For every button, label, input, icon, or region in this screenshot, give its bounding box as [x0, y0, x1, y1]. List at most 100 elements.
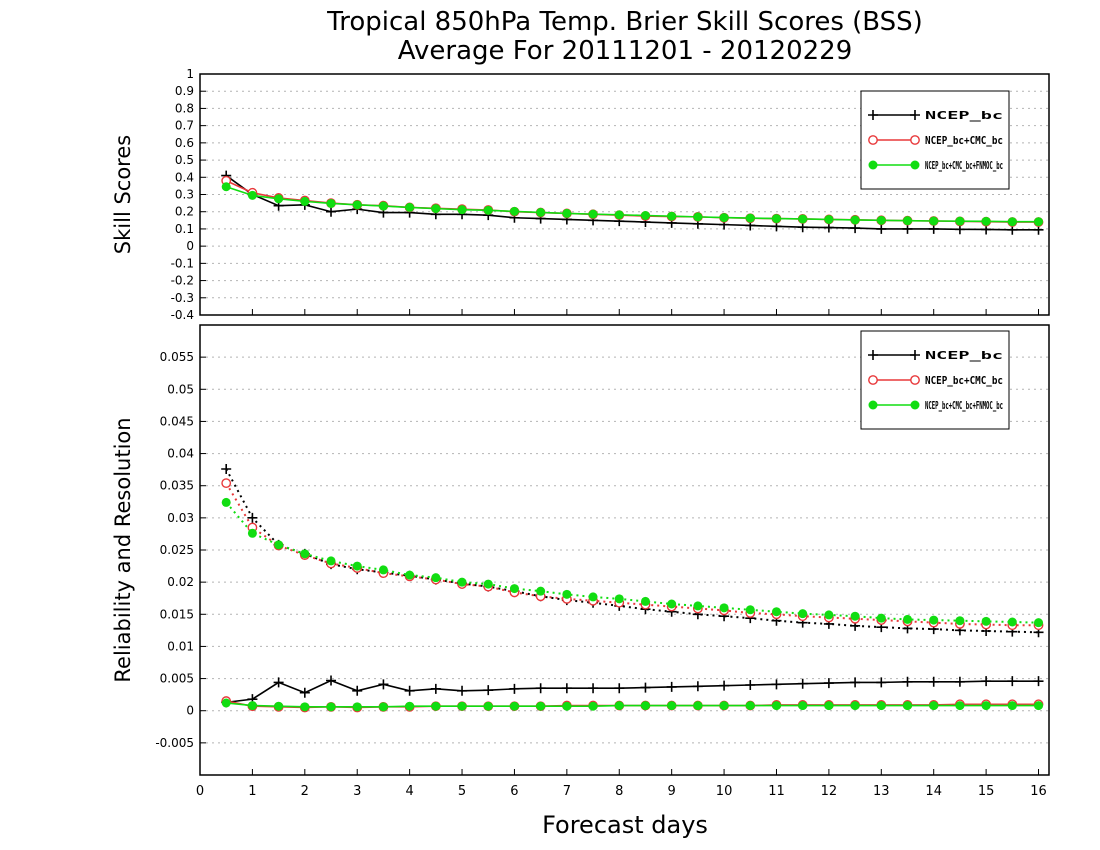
y-tick-label: 0: [186, 704, 194, 718]
series-point: [745, 701, 755, 711]
x-axis-title: Forecast days: [542, 811, 708, 839]
series-point: [457, 205, 467, 215]
series-point: [666, 681, 677, 692]
y-tick-label: 0.5: [175, 153, 194, 167]
series-point: [981, 616, 991, 626]
series-point: [300, 702, 310, 712]
series-point: [903, 701, 912, 711]
series-point: [640, 596, 650, 606]
series-point: [902, 223, 913, 234]
series-point: [614, 701, 624, 711]
series-point: [247, 190, 257, 200]
series-point: [771, 214, 781, 224]
y-tick-label: 0.045: [160, 414, 194, 428]
series-point: [850, 677, 861, 688]
legend-marker: [868, 160, 878, 170]
x-tick-label: 15: [978, 784, 995, 799]
series-point: [326, 675, 337, 686]
series-0: [221, 170, 1044, 235]
series-point: [431, 701, 441, 711]
plot-frame: [199, 73, 1050, 316]
series-point: [273, 677, 284, 688]
series-point: [483, 685, 494, 696]
series-point: [929, 701, 939, 711]
legend: NCEP_bc NCEP_bc+CMC_bc NCEP_bc+CMC_bc+FNMO…: [860, 330, 1010, 430]
series-point: [509, 584, 519, 594]
series-point: [562, 589, 572, 599]
x-tick-label: 1: [248, 784, 256, 799]
series-point: [326, 206, 337, 217]
series-point: [954, 676, 965, 687]
series-point: [221, 182, 231, 192]
legend-marker: [910, 350, 920, 360]
x-tick-label: 14: [925, 784, 942, 799]
series-point: [1007, 217, 1017, 227]
series-point: [745, 213, 755, 223]
series-point: [509, 683, 520, 694]
series-point: [771, 679, 782, 690]
chart-title-line1: Tropical 850hPa Temp. Brier Skill Scores…: [326, 7, 923, 37]
y-tick-label: 0.4: [175, 170, 194, 184]
series-point: [981, 701, 991, 711]
x-tick-label: 2: [301, 784, 309, 799]
y-tick-label: 0.02: [167, 575, 194, 589]
series-point: [404, 685, 415, 696]
legend-label: NCEP_bc+CMC_bc+FNMOC_bc: [925, 159, 1003, 172]
y-tick-label: 0.03: [167, 511, 194, 525]
series-point: [876, 677, 887, 688]
series-point: [929, 216, 939, 226]
x-tick-label: 10: [716, 784, 733, 799]
series-point: [903, 216, 912, 226]
series-point: [614, 594, 624, 604]
series-point: [823, 678, 834, 689]
series-point: [588, 592, 598, 602]
y-tick-label: 0.005: [160, 672, 194, 686]
series-point: [405, 570, 415, 580]
series-point: [719, 603, 729, 613]
series-point: [719, 213, 729, 223]
y-tick-label: 0.8: [175, 101, 194, 115]
x-tick-label: 0: [196, 784, 204, 799]
legend-marker: [868, 375, 878, 385]
series-point: [509, 701, 519, 711]
series-point: [457, 685, 468, 696]
series-2: [221, 497, 1044, 628]
series-point: [221, 464, 232, 474]
series-point: [876, 613, 886, 623]
series-point: [798, 214, 808, 224]
x-tick-label: 6: [510, 784, 518, 799]
series-point: [745, 680, 756, 690]
series-point: [588, 683, 599, 694]
series-point: [981, 216, 991, 226]
series-point: [1034, 618, 1044, 628]
series-point: [876, 215, 886, 225]
series-point: [247, 528, 257, 538]
legend-marker: [910, 135, 920, 145]
y-tick-label: 0.3: [175, 188, 194, 202]
series-point: [1007, 617, 1017, 627]
x-tick-label: 11: [768, 784, 785, 799]
y-tick-label: 0.055: [160, 350, 194, 364]
x-tick-label: 12: [821, 784, 838, 799]
legend-marker: [868, 110, 878, 120]
series-point: [955, 216, 965, 226]
y-tick-label: -0.4: [171, 308, 194, 322]
series-point: [352, 685, 363, 696]
series-point: [221, 698, 231, 708]
series-point: [798, 701, 808, 711]
series-2: [221, 182, 1044, 227]
series-point: [614, 210, 624, 220]
series-point: [850, 215, 860, 225]
x-tick-label: 9: [668, 784, 676, 799]
y-axis-title: Skill Scores: [111, 135, 135, 254]
legend-marker: [910, 160, 920, 170]
series-point: [299, 687, 310, 698]
series-point: [850, 611, 860, 621]
y-tick-label: 0.6: [175, 136, 194, 150]
reliability-resolution-panel: 0.055 0.05 0.045 0.04 0.035 0.03 0.025 0.02 0.01…: [111, 324, 1050, 799]
series-point: [824, 610, 834, 620]
series-point: [824, 701, 834, 711]
series-point: [457, 701, 467, 711]
series-point: [247, 512, 258, 523]
